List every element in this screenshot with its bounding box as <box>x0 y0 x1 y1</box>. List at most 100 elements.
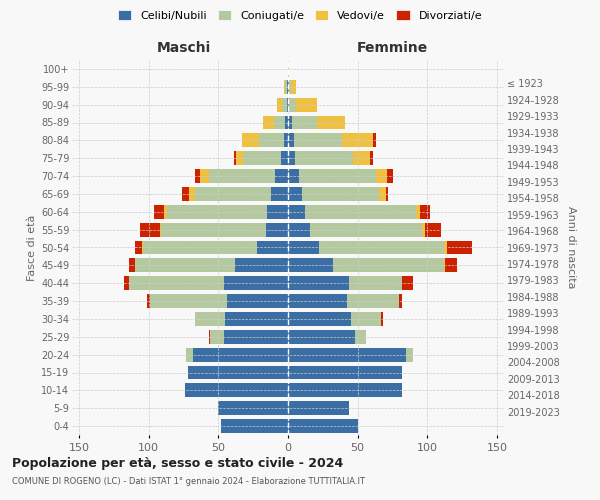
Bar <box>263 116 274 130</box>
Bar <box>373 134 376 147</box>
Bar <box>194 169 200 183</box>
Text: Maschi: Maschi <box>157 40 211 54</box>
Bar <box>382 312 383 326</box>
Bar <box>288 134 293 147</box>
Bar <box>242 134 259 147</box>
Bar <box>188 366 288 380</box>
Bar <box>288 348 406 362</box>
Bar <box>289 98 296 112</box>
Bar <box>129 258 135 272</box>
Bar <box>288 187 302 201</box>
Bar <box>209 330 210 344</box>
Bar <box>305 205 416 219</box>
Bar <box>135 240 142 254</box>
Bar <box>288 330 355 344</box>
Bar <box>218 401 288 415</box>
Bar <box>319 240 444 254</box>
Bar <box>267 205 288 219</box>
Bar <box>347 294 400 308</box>
Bar <box>225 312 288 326</box>
Bar <box>292 116 317 130</box>
Bar <box>355 330 366 344</box>
Bar <box>227 294 288 308</box>
Bar <box>400 294 402 308</box>
Bar <box>147 294 150 308</box>
Bar <box>310 222 422 236</box>
Bar <box>284 80 285 94</box>
Bar <box>288 276 349 290</box>
Bar <box>353 151 370 165</box>
Bar <box>182 187 189 201</box>
Bar <box>379 187 386 201</box>
Bar <box>288 98 289 112</box>
Bar <box>221 419 288 433</box>
Bar <box>274 116 285 130</box>
Bar <box>422 222 425 236</box>
Bar <box>124 276 129 290</box>
Bar <box>224 276 288 290</box>
Text: COMUNE DI ROGENO (LC) - Dati ISTAT 1° gennaio 2024 - Elaborazione TUTTITALIA.IT: COMUNE DI ROGENO (LC) - Dati ISTAT 1° ge… <box>12 478 365 486</box>
Bar <box>302 187 379 201</box>
Bar <box>285 80 287 94</box>
Bar <box>194 187 271 201</box>
Bar <box>167 205 267 219</box>
Bar <box>444 240 447 254</box>
Bar <box>288 205 305 219</box>
Bar <box>288 151 295 165</box>
Bar <box>135 258 235 272</box>
Bar <box>289 80 291 94</box>
Bar <box>351 312 382 326</box>
Bar <box>224 330 288 344</box>
Bar <box>277 98 283 112</box>
Bar <box>210 330 224 344</box>
Bar <box>447 240 472 254</box>
Bar <box>288 80 289 94</box>
Bar <box>288 62 289 76</box>
Bar <box>376 169 387 183</box>
Bar <box>349 276 402 290</box>
Y-axis label: Anni di nascita: Anni di nascita <box>566 206 577 289</box>
Bar <box>317 116 345 130</box>
Bar <box>402 276 413 290</box>
Bar <box>189 187 194 201</box>
Bar <box>281 151 288 165</box>
Bar <box>291 80 296 94</box>
Bar <box>186 348 193 362</box>
Bar <box>288 169 299 183</box>
Bar <box>154 205 164 219</box>
Bar <box>288 258 332 272</box>
Bar <box>288 384 402 398</box>
Bar <box>266 222 288 236</box>
Bar <box>287 80 288 94</box>
Bar <box>288 312 351 326</box>
Bar <box>287 98 288 112</box>
Bar <box>194 312 225 326</box>
Bar <box>370 151 373 165</box>
Bar <box>387 169 392 183</box>
Bar <box>295 151 353 165</box>
Bar <box>209 169 275 183</box>
Text: Popolazione per età, sesso e stato civile - 2024: Popolazione per età, sesso e stato civil… <box>12 458 343 470</box>
Bar <box>296 98 317 112</box>
Bar <box>288 294 347 308</box>
Bar <box>445 258 457 272</box>
Bar <box>259 134 284 147</box>
Bar <box>271 187 288 201</box>
Bar <box>425 222 441 236</box>
Bar <box>288 116 292 130</box>
Bar <box>332 258 444 272</box>
Bar <box>193 348 288 362</box>
Bar <box>293 134 343 147</box>
Bar <box>343 134 373 147</box>
Text: Femmine: Femmine <box>357 40 428 54</box>
Bar <box>288 366 402 380</box>
Bar <box>140 222 160 236</box>
Bar <box>129 276 224 290</box>
Bar <box>233 151 236 165</box>
Bar <box>150 294 227 308</box>
Bar <box>288 222 310 236</box>
Bar <box>164 205 167 219</box>
Bar <box>288 240 319 254</box>
Bar <box>406 348 413 362</box>
Bar <box>257 240 288 254</box>
